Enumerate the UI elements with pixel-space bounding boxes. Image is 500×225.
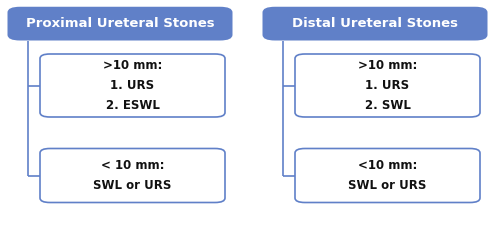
FancyBboxPatch shape: [8, 7, 232, 40]
FancyBboxPatch shape: [262, 7, 488, 40]
Text: >10 mm:
1. URS
2. SWL: >10 mm: 1. URS 2. SWL: [358, 59, 417, 112]
Text: >10 mm:
1. URS
2. ESWL: >10 mm: 1. URS 2. ESWL: [103, 59, 162, 112]
FancyBboxPatch shape: [40, 54, 225, 117]
FancyBboxPatch shape: [295, 148, 480, 202]
Text: < 10 mm:
SWL or URS: < 10 mm: SWL or URS: [94, 159, 172, 192]
Text: <10 mm:
SWL or URS: <10 mm: SWL or URS: [348, 159, 426, 192]
Text: Distal Ureteral Stones: Distal Ureteral Stones: [292, 17, 458, 30]
FancyBboxPatch shape: [40, 148, 225, 202]
Text: Proximal Ureteral Stones: Proximal Ureteral Stones: [26, 17, 214, 30]
FancyBboxPatch shape: [295, 54, 480, 117]
